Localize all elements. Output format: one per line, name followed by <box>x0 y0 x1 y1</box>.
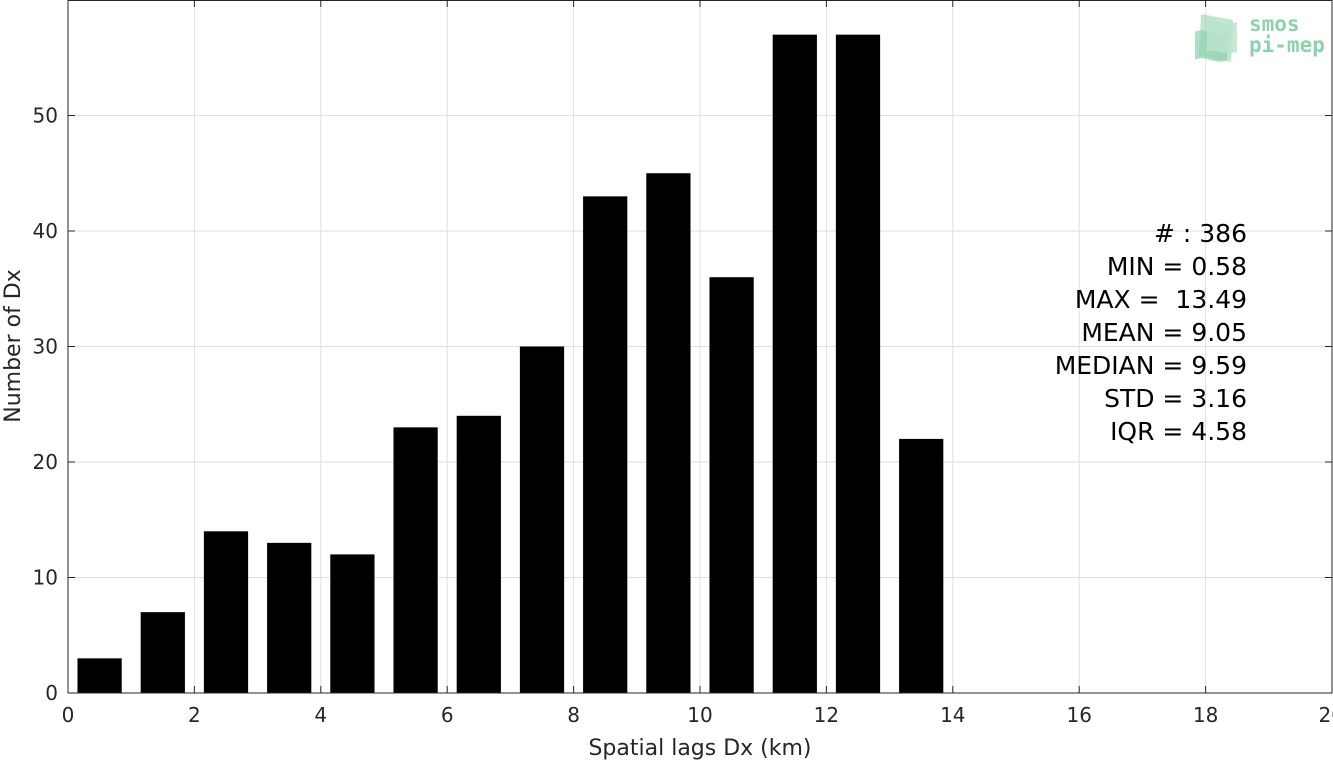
x-axis-title: Spatial lags Dx (km) <box>588 736 811 761</box>
histogram-bar <box>203 531 249 693</box>
histogram-bar <box>519 346 565 693</box>
histogram-bar <box>835 34 881 693</box>
y-tick-labels: 0 10 20 30 40 50 <box>33 104 58 706</box>
statistics-annotation: # : 386 MIN = 0.58 MAX = 13.49 MEAN = 9.05 M… <box>1055 219 1247 446</box>
histogram-bar <box>393 427 438 693</box>
smos-pi-mep-logo: smos pi-mep <box>1195 12 1325 62</box>
bars-group <box>77 34 944 693</box>
histogram-bar <box>456 415 501 693</box>
stat-line: MAX = 13.49 <box>1075 285 1247 314</box>
x-tick-label: 10 <box>687 703 712 727</box>
x-tick-label: 2 <box>188 703 201 727</box>
x-tick-label: 18 <box>1193 703 1218 727</box>
histogram-bar <box>646 173 691 693</box>
stat-line: MEAN = 9.05 <box>1081 318 1247 347</box>
y-tick-label: 40 <box>33 219 58 243</box>
histogram-bar <box>709 277 754 693</box>
y-tick-label: 50 <box>33 104 58 128</box>
stat-line: MIN = 0.58 <box>1107 252 1247 281</box>
x-tick-label: 12 <box>814 703 839 727</box>
x-tick-label: 4 <box>314 703 327 727</box>
histogram-bar <box>330 554 375 693</box>
histogram-bar <box>583 196 628 693</box>
x-tick-label: 14 <box>940 703 965 727</box>
logo-text-smos: smos <box>1249 12 1300 36</box>
y-tick-label: 10 <box>33 566 58 590</box>
x-tick-label: 6 <box>441 703 454 727</box>
logo-waves-icon <box>1195 14 1237 62</box>
histogram-bar <box>899 438 944 693</box>
x-tick-labels: 0 2 4 6 8 10 12 14 16 18 20 <box>62 703 1333 727</box>
y-tick-label: 0 <box>45 681 58 705</box>
y-tick-label: 30 <box>33 335 58 359</box>
x-tick-label: 8 <box>567 703 580 727</box>
histogram-bar <box>772 34 817 693</box>
histogram-bar <box>267 542 312 693</box>
stat-line: MEDIAN = 9.59 <box>1055 351 1247 380</box>
histogram-bar <box>140 612 185 693</box>
histogram-bar <box>77 658 122 693</box>
stat-line: # : 386 <box>1154 219 1247 248</box>
grid-lines <box>68 0 1332 693</box>
x-tick-label: 20 <box>1319 703 1333 727</box>
y-tick-label: 20 <box>33 450 58 474</box>
logo-text-pi-mep: pi-mep <box>1249 33 1325 57</box>
stat-line: IQR = 4.58 <box>1110 417 1247 446</box>
stat-line: STD = 3.16 <box>1104 384 1247 413</box>
x-tick-label: 0 <box>62 703 75 727</box>
y-axis-title: Number of Dx <box>1 269 26 423</box>
x-tick-label: 16 <box>1066 703 1091 727</box>
axes-frame <box>67 0 1333 694</box>
